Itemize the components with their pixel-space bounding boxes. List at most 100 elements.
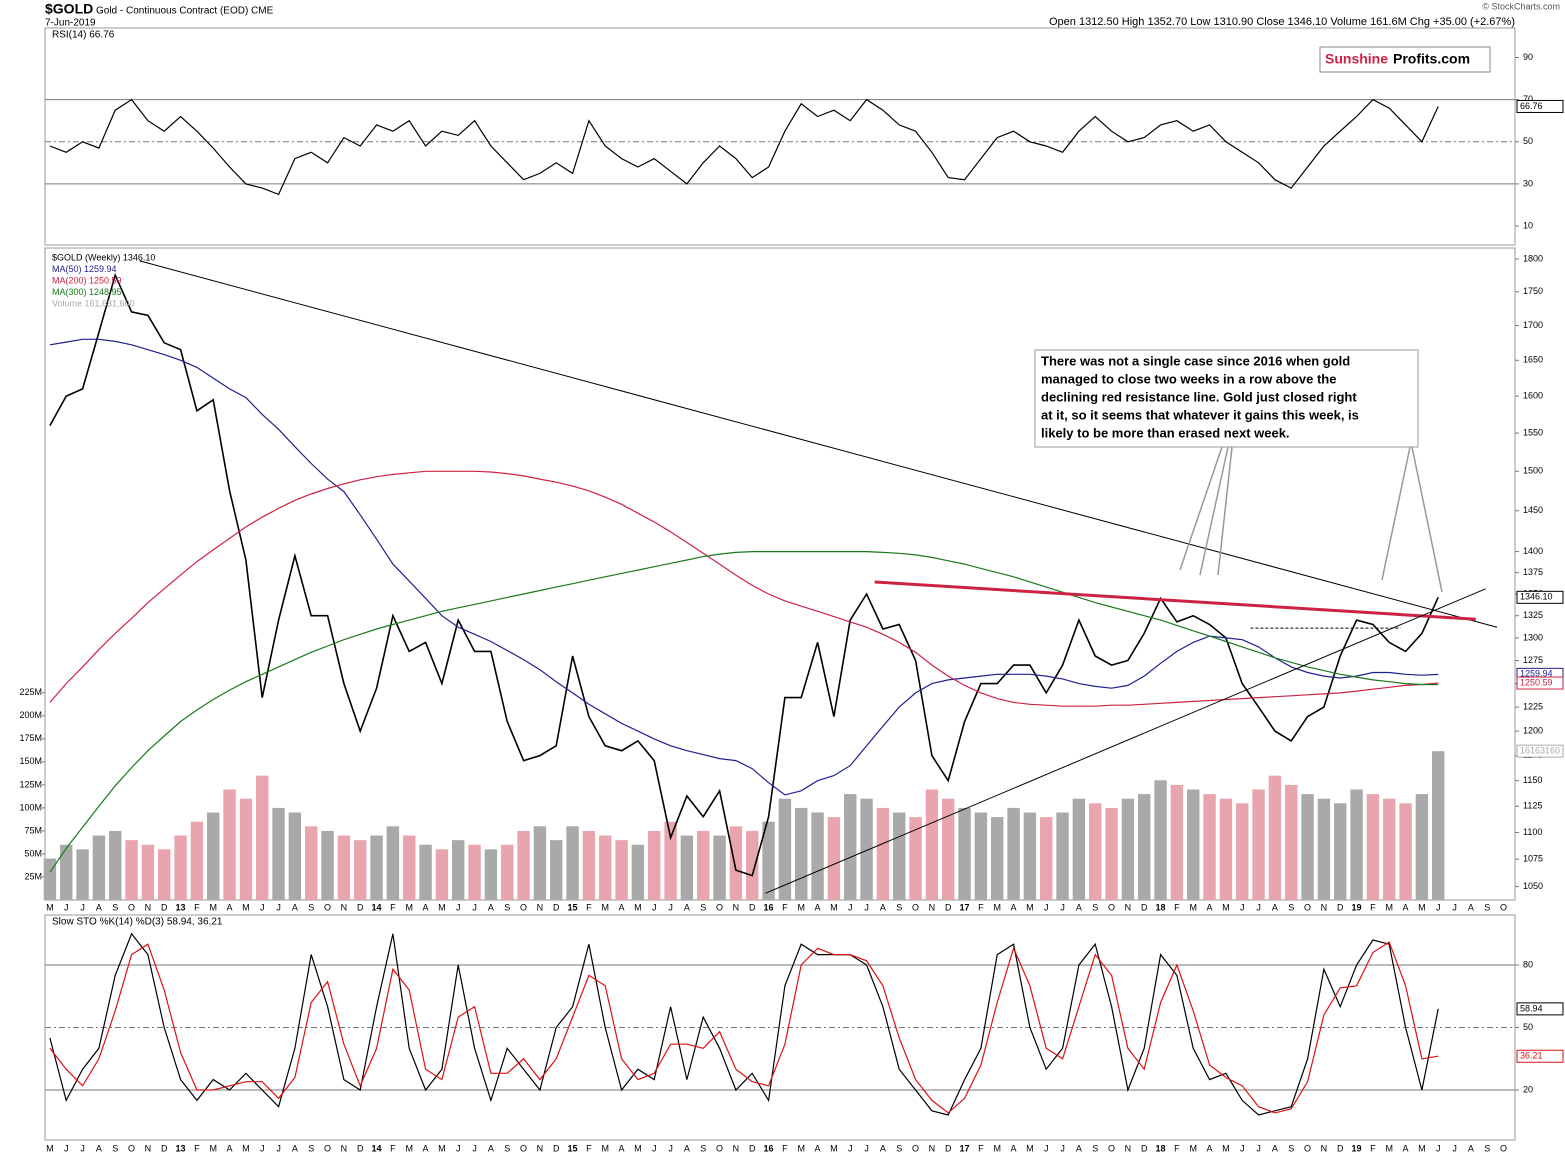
x-tick-label: M [209, 1143, 217, 1153]
x-tick-label: S [504, 1143, 510, 1153]
x-tick-label: M [209, 902, 217, 912]
x-tick-label: M [1385, 902, 1393, 912]
y-tick-label: 80 [1523, 959, 1533, 969]
volume-bar [533, 826, 547, 900]
trend-line [139, 260, 1498, 628]
y-tick-label: 1600 [1523, 390, 1543, 400]
x-tick-label: N [1321, 1143, 1328, 1153]
volume-bar [844, 794, 857, 900]
x-tick-label: 19 [1352, 1143, 1362, 1153]
x-tick-label: S [308, 902, 314, 912]
x-tick-label: M [405, 902, 413, 912]
value-tag [1516, 590, 1564, 604]
x-tick-label: M [242, 902, 250, 912]
x-tick-label: S [896, 902, 902, 912]
volume-bar [827, 817, 841, 900]
x-tick-label: A [815, 902, 821, 912]
x-tick-label: J [80, 1143, 85, 1153]
x-tick-label: 14 [372, 1143, 382, 1153]
annotation-line: managed to close two weeks in a row abov… [1041, 371, 1336, 386]
logo-box [1319, 46, 1491, 73]
value-tag [1516, 744, 1564, 758]
value-tag-label: 16163160 [1520, 746, 1560, 756]
volume-bar [599, 835, 612, 900]
volume-bar [1268, 775, 1282, 900]
x-tick-label: N [537, 1143, 544, 1153]
x-tick-label: A [880, 1143, 886, 1153]
x-tick-label: M [830, 1143, 838, 1153]
legend-entry: MA(300) 1248.95 [52, 287, 122, 297]
x-tick-label: O [520, 1143, 527, 1153]
x-tick-label: D [749, 902, 756, 912]
x-tick-label: S [1484, 1143, 1490, 1153]
x-tick-label: M [438, 1143, 446, 1153]
y-tick-label: 70 [1523, 94, 1533, 104]
credit: © StockCharts.com [1482, 1, 1560, 11]
x-tick-label: A [1468, 1143, 1474, 1153]
volume-bar [1023, 812, 1037, 900]
x-tick-label: O [324, 902, 331, 912]
x-tick-label: F [194, 902, 200, 912]
y2-tick-label: 75M [24, 825, 42, 835]
volume-bar [795, 807, 808, 900]
y-tick-label: 10 [1523, 220, 1533, 230]
x-tick-label: N [733, 1143, 740, 1153]
y-tick-label: 90 [1523, 52, 1533, 62]
annotation-line: There was not a single case since 2016 w… [1041, 353, 1350, 368]
symbol: $GOLD [45, 1, 93, 17]
volume-bar [60, 844, 73, 900]
y-tick-label: 50 [1523, 1022, 1533, 1032]
logo: Sunshine Profits.com [1319, 46, 1491, 73]
x-tick-label: A [227, 902, 233, 912]
volume-bar [109, 830, 122, 900]
y-tick-label: 1450 [1523, 505, 1543, 515]
x-tick-label: D [357, 902, 364, 912]
annotation: There was not a single case since 2016 w… [1034, 349, 1443, 593]
series-line [49, 932, 1439, 1116]
x-tick-label: M [634, 902, 642, 912]
volume-bar [288, 812, 302, 900]
series-line [49, 272, 1439, 877]
series-line [49, 338, 1439, 796]
volume-bar [1301, 794, 1314, 900]
volume-bar [1203, 794, 1216, 900]
volume-bar [566, 826, 579, 900]
value-tag-label: 1250.59 [1520, 677, 1553, 687]
x-tick-label: J [668, 902, 673, 912]
value-tag [1516, 1002, 1564, 1016]
panel-title: RSI(14) 66.76 [52, 30, 115, 41]
x-tick-label: J [864, 902, 869, 912]
series-line [49, 98, 1439, 196]
x-tick-label: J [456, 1143, 461, 1153]
y-tick-label: 1150 [1523, 775, 1542, 785]
volume-bar [468, 844, 481, 900]
x-tick-label: F [978, 902, 984, 912]
y-tick-label: 1650 [1523, 355, 1543, 365]
volume-bar [321, 830, 334, 900]
volume-bar [876, 807, 890, 900]
panel-title: Slow STO %K(14) %D(3) 58.94, 36.21 [52, 917, 223, 928]
y2-tick-label: 50M [24, 848, 42, 858]
x-tick-label: A [815, 1143, 821, 1153]
x-tick-label: J [1256, 902, 1261, 912]
x-tick-label: J [1436, 1143, 1441, 1153]
volume-bar [1040, 817, 1053, 900]
volume-bar [1121, 798, 1135, 900]
volume-bar [991, 817, 1004, 900]
x-tick-label: 13 [176, 1143, 186, 1153]
volume-bar [746, 830, 759, 900]
x-tick-label: J [864, 1143, 869, 1153]
rsi-panel [44, 27, 1516, 246]
y-tick-label: 1075 [1523, 854, 1543, 864]
x-tick-label: M [1189, 902, 1197, 912]
x-tick-label: O [1304, 902, 1311, 912]
x-tick-label: N [1125, 1143, 1132, 1153]
y-tick-label: 1275 [1523, 655, 1543, 665]
series-line [49, 551, 1439, 873]
volume-bar [631, 844, 645, 900]
y-tick-label: 1200 [1523, 725, 1543, 735]
x-tick-label: A [619, 1143, 625, 1153]
volume-bar [386, 826, 400, 900]
volume-bar [893, 812, 906, 900]
value-tag-label: 66.76 [1520, 101, 1543, 111]
